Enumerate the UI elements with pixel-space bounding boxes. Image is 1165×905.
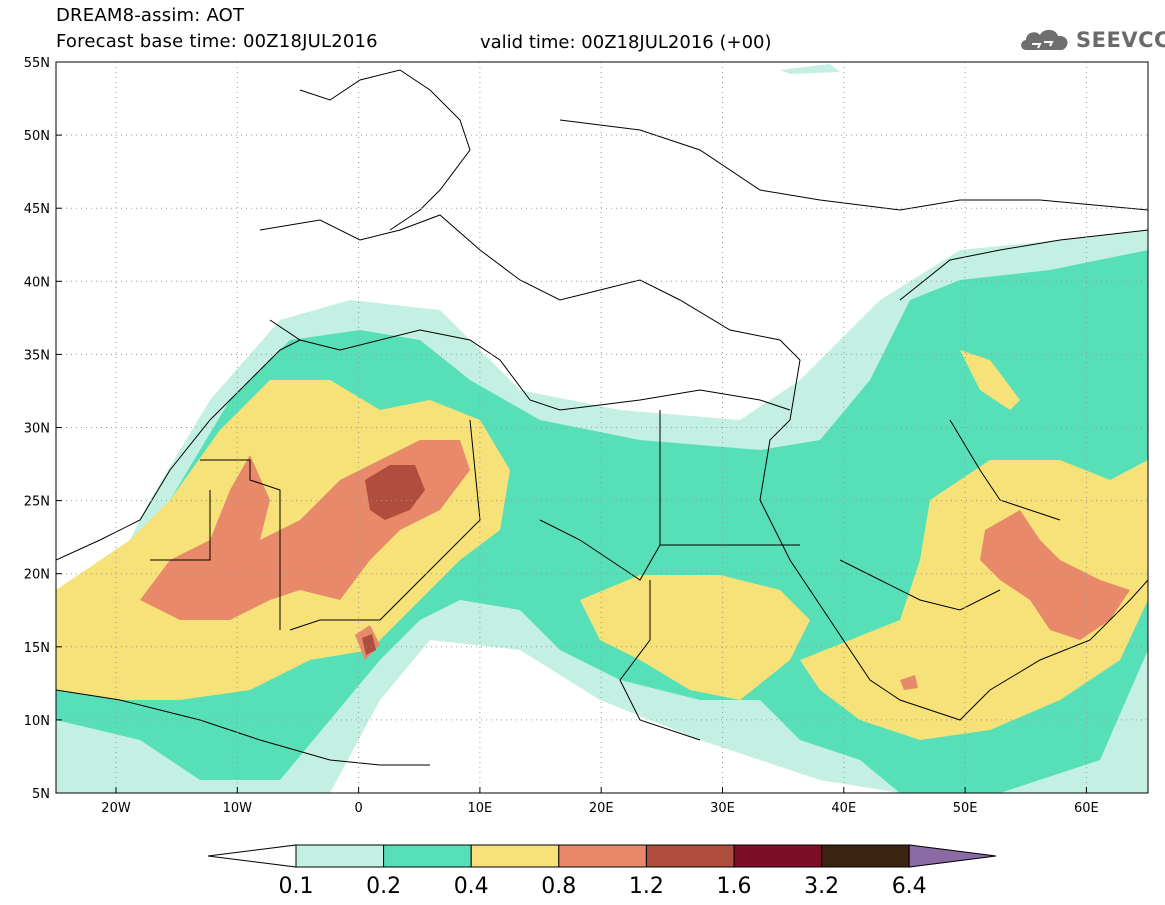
gridlines	[56, 62, 1148, 793]
aot-level-1.2	[365, 465, 425, 520]
lat-label: 25N	[24, 495, 50, 510]
lon-label: 60E	[1074, 801, 1099, 816]
colorbar-label: 0.2	[366, 874, 401, 899]
colorbar-label: 0.4	[454, 874, 489, 899]
lat-label: 40N	[24, 275, 50, 290]
lat-label: 15N	[24, 641, 50, 656]
colorbar-swatch	[470, 844, 560, 868]
aot-level-0.8-oman	[980, 510, 1130, 640]
map-title: DREAM8-assim: AOT	[56, 5, 245, 26]
colorbar-label: 1.2	[629, 874, 664, 899]
lat-label: 55N	[24, 56, 50, 71]
colorbar-swatch	[383, 844, 472, 868]
colorbar-swatch	[558, 844, 647, 868]
colorbar-swatch	[821, 844, 910, 868]
colorbar-label: 0.8	[541, 874, 576, 899]
lat-label: 45N	[24, 202, 50, 217]
colorbar-swatch	[295, 844, 385, 868]
latitude-labels: 55N 50N 45N 40N 35N 30N 25N 20N 15N 10N 5N	[24, 56, 62, 802]
aot-level-0.4-east	[800, 460, 1148, 740]
colorbar-swatch	[645, 844, 735, 868]
colorbar-label: 6.4	[892, 874, 927, 899]
colorbar-low-arrow	[207, 844, 297, 868]
lat-label: 5N	[32, 787, 50, 802]
logo-text: SEEVCCC	[1076, 28, 1165, 52]
lat-label: 35N	[24, 348, 50, 363]
coastlines	[56, 69, 1148, 766]
lat-label: 30N	[24, 422, 50, 437]
longitude-labels: 20W 10W 0 10E 20E 30E 40E 50E 60E	[101, 787, 1099, 816]
lon-label: 40E	[831, 801, 856, 816]
colorbar	[207, 844, 997, 868]
aot-level-0.4-iran	[960, 350, 1020, 410]
seevccc-logo: SEEVCCC	[1018, 22, 1165, 58]
colorbar-label: 3.2	[804, 874, 839, 899]
lon-label: 30E	[710, 801, 735, 816]
lon-label: 10E	[468, 801, 493, 816]
colorbar-label: 0.1	[279, 874, 314, 899]
lat-label: 50N	[24, 129, 50, 144]
forecast-base-time: Forecast base time: 00Z18JUL2016	[56, 31, 378, 52]
colorbar-label: 1.6	[717, 874, 752, 899]
lon-label: 20W	[101, 801, 131, 816]
colorbar-high-arrow	[908, 844, 997, 868]
colorbar-labels: 0.1 0.2 0.4 0.8 1.2 1.6 3.2 6.4	[279, 874, 927, 899]
aot-level-0.4-central	[580, 575, 810, 700]
lon-label: 0	[354, 801, 362, 816]
lon-label: 10W	[223, 801, 253, 816]
aot-level-0.8-yemen	[900, 675, 918, 690]
colorbar-swatch	[733, 844, 823, 868]
lon-label: 50E	[953, 801, 978, 816]
lat-label: 10N	[24, 714, 50, 729]
lon-label: 20E	[589, 801, 614, 816]
aot-level-0.1-north	[780, 64, 840, 74]
aot-level-1.2-niger	[362, 634, 376, 655]
valid-time: valid time: 00Z18JUL2016 (+00)	[480, 32, 772, 53]
cloud-icon	[1021, 29, 1068, 50]
lat-label: 20N	[24, 568, 50, 583]
aot-field	[56, 64, 1148, 793]
